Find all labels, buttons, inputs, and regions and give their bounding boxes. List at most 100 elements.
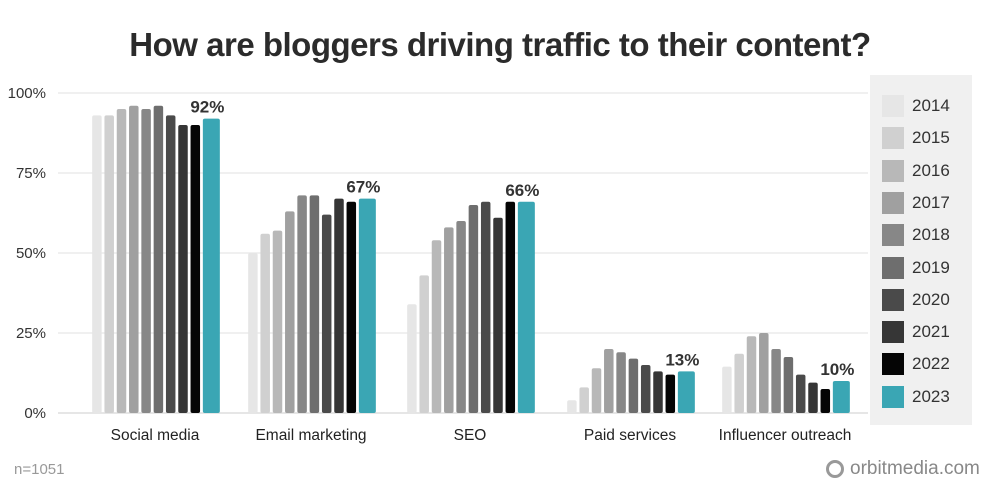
bar-2023 bbox=[677, 371, 695, 413]
bar-2020 bbox=[795, 374, 806, 413]
legend-label: 2014 bbox=[912, 96, 950, 115]
legend-label: 2017 bbox=[912, 192, 950, 212]
legend-item: 2022 bbox=[882, 353, 950, 376]
bar-2015 bbox=[734, 353, 744, 413]
brand-logo: orbitmedia.com bbox=[826, 458, 980, 480]
category-label: Email marketing bbox=[255, 427, 366, 444]
bar-2021 bbox=[808, 382, 818, 413]
category-label: SEO bbox=[454, 427, 487, 444]
bar-2014 bbox=[248, 253, 258, 413]
legend-item: 2023 bbox=[882, 385, 950, 408]
bar-2018 bbox=[456, 221, 466, 413]
legend-item: 2015 bbox=[882, 127, 950, 150]
bar-2023 bbox=[832, 381, 850, 413]
legend-item: 2014 bbox=[882, 95, 950, 117]
bar-2023 bbox=[202, 118, 220, 413]
bar-2016 bbox=[591, 368, 602, 413]
y-tick-label: 0% bbox=[24, 405, 46, 422]
sample-size: n=1051 bbox=[14, 461, 65, 478]
bar-2022 bbox=[665, 374, 676, 413]
bar-2021 bbox=[334, 198, 344, 413]
bar-2015 bbox=[579, 387, 589, 413]
bar-2017 bbox=[444, 227, 454, 413]
bar-2018 bbox=[771, 349, 781, 413]
legend-swatch bbox=[882, 385, 904, 408]
category-label: Influencer outreach bbox=[719, 427, 852, 444]
bar-2023 bbox=[517, 201, 535, 413]
legend-item: 2016 bbox=[882, 159, 950, 182]
category-label: Paid services bbox=[584, 427, 676, 444]
bar-2019 bbox=[783, 357, 794, 413]
bar-2016 bbox=[746, 336, 757, 413]
legend-swatch bbox=[882, 95, 904, 117]
legend-swatch bbox=[882, 353, 904, 376]
bar-2019 bbox=[153, 105, 164, 414]
bar-2015 bbox=[104, 115, 114, 414]
bar-2018 bbox=[297, 195, 307, 413]
legend-label: 2019 bbox=[912, 257, 950, 277]
bar-2017 bbox=[759, 333, 769, 413]
bar-2020 bbox=[165, 115, 176, 414]
legend-item: 2019 bbox=[882, 256, 950, 279]
bar-2022 bbox=[346, 201, 357, 413]
bar-2018 bbox=[141, 109, 151, 413]
legend-item: 2018 bbox=[882, 224, 950, 247]
bar-2019 bbox=[468, 205, 479, 413]
legend-swatch bbox=[882, 321, 904, 344]
bar-2014 bbox=[722, 366, 732, 413]
legend-label: 2016 bbox=[912, 160, 950, 180]
bar-2022 bbox=[820, 389, 831, 413]
legend-label: 2020 bbox=[912, 289, 950, 309]
bar-2017 bbox=[285, 211, 295, 413]
y-tick-label: 50% bbox=[16, 245, 46, 262]
legend-item: 2020 bbox=[882, 288, 950, 311]
bar-2020 bbox=[321, 214, 332, 413]
bar-2017 bbox=[129, 105, 139, 414]
legend-label: 2023 bbox=[912, 386, 950, 406]
bar-2015 bbox=[260, 233, 270, 413]
bar-2016 bbox=[116, 109, 127, 413]
legend-swatch bbox=[882, 127, 904, 150]
data-label: 66% bbox=[505, 181, 539, 200]
bar-2020 bbox=[640, 365, 651, 413]
bar-2017 bbox=[604, 349, 614, 413]
brand-name: orbitmedia.com bbox=[850, 458, 980, 479]
bar-2019 bbox=[309, 195, 320, 413]
bar-2016 bbox=[272, 230, 283, 413]
legend-swatch bbox=[882, 159, 904, 182]
y-tick-label: 25% bbox=[16, 325, 46, 342]
data-label: 13% bbox=[665, 350, 699, 369]
legend-label: 2015 bbox=[912, 128, 950, 148]
bar-2021 bbox=[493, 217, 503, 413]
bar-2022 bbox=[190, 125, 201, 413]
y-tick-label: 100% bbox=[8, 85, 46, 102]
bar-2021 bbox=[178, 125, 188, 413]
y-tick-label: 75% bbox=[16, 165, 46, 182]
legend-item: 2021 bbox=[882, 321, 950, 344]
bar-2023 bbox=[358, 198, 376, 413]
bar-2014 bbox=[567, 400, 577, 413]
bar-2021 bbox=[653, 371, 663, 413]
data-label: 10% bbox=[820, 360, 854, 379]
legend-swatch bbox=[882, 191, 904, 214]
bar-2022 bbox=[505, 201, 516, 413]
legend-label: 2022 bbox=[912, 354, 950, 374]
bar-2015 bbox=[419, 275, 429, 413]
legend-label: 2018 bbox=[912, 225, 950, 245]
legend-swatch bbox=[882, 224, 904, 247]
bar-2018 bbox=[616, 352, 626, 413]
data-label: 92% bbox=[190, 98, 224, 117]
category-label: Social media bbox=[111, 427, 200, 444]
legend-swatch bbox=[882, 256, 904, 279]
bar-2016 bbox=[431, 240, 442, 413]
orbit-logo-icon bbox=[826, 460, 844, 478]
bar-2019 bbox=[628, 358, 639, 413]
legend: 2014 2015 2016 2017 2018 2019 2020 2021 2022 2023 bbox=[870, 75, 972, 425]
bar-2014 bbox=[407, 304, 417, 413]
data-label: 67% bbox=[346, 178, 380, 197]
legend-swatch bbox=[882, 288, 904, 311]
legend-label: 2021 bbox=[912, 322, 950, 342]
bar-2020 bbox=[480, 201, 491, 413]
